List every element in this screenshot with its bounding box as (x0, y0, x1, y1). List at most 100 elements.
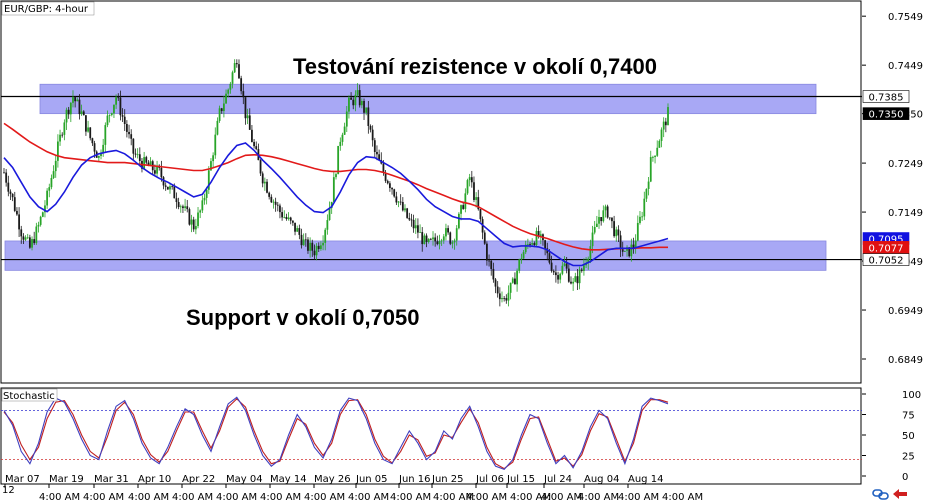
candle-body (432, 237, 434, 240)
candle-body (623, 250, 626, 252)
candle-body (578, 269, 581, 284)
link-icon[interactable] (872, 489, 889, 500)
candle-body (270, 196, 273, 203)
candle-body (259, 160, 262, 174)
candle-body (442, 236, 445, 241)
candle-body (231, 72, 234, 84)
candle-body (395, 196, 398, 203)
date-label: Jul 24 (543, 474, 572, 485)
candle-body (253, 141, 255, 147)
candle-body (337, 145, 340, 175)
candle-body (227, 89, 230, 94)
stoch-label: Stochastic (3, 391, 55, 402)
candle-body (78, 99, 81, 115)
candle-body (52, 171, 55, 178)
candle-body (483, 232, 486, 244)
candle-body (356, 90, 359, 95)
candle-body (404, 208, 406, 211)
candle-body (276, 204, 279, 206)
candle-body (263, 181, 266, 184)
candle-body (345, 111, 348, 127)
candle-body (457, 213, 460, 229)
candle-body (611, 217, 613, 222)
time-label: 4:00 AM (510, 492, 551, 503)
candle-body (166, 186, 169, 190)
candle-body (369, 125, 372, 130)
date-label: Jul 15 (506, 474, 535, 485)
candle-body (143, 157, 146, 169)
candle-body (233, 63, 236, 73)
candle-body (121, 115, 124, 117)
price-tick-label: 0.6849 (888, 355, 923, 366)
candle-body (567, 268, 570, 282)
candle-body (516, 270, 518, 285)
time-label: 4:00 AM (260, 492, 301, 503)
candle-body (473, 182, 475, 200)
candle-body (156, 165, 158, 174)
candle-body (598, 217, 600, 224)
candle-body (615, 229, 618, 237)
candle-body (48, 187, 51, 191)
candle-body (367, 107, 370, 126)
time-label: 4:00 AM (433, 492, 474, 503)
candle-body (354, 94, 357, 106)
candle-body (490, 260, 493, 269)
candle-body (643, 198, 646, 217)
candle-body (574, 276, 577, 282)
candle-body (171, 186, 174, 188)
candle-body (7, 182, 10, 192)
candle-body (186, 206, 189, 210)
candle-body (563, 263, 566, 266)
price-tick-label: 0.6949 (888, 306, 923, 317)
candle-body (606, 206, 609, 218)
stoch-tick-label: 50 (902, 431, 915, 442)
ma-red-line (3, 122, 668, 251)
candle-body (3, 172, 5, 174)
candle-body (54, 160, 57, 172)
time-label: 4:00 AM (618, 492, 659, 503)
candle-body (44, 205, 46, 213)
candle-body (652, 156, 654, 158)
candle-body (89, 127, 92, 139)
stoch-plot-frame (0, 387, 862, 485)
candle-body (123, 116, 126, 125)
candle-body (565, 263, 568, 269)
candle-body (384, 172, 387, 181)
resistance-annotation: Testování rezistence v okolí 0,7400 (293, 54, 657, 79)
stoch-tick-label: 0 (902, 472, 908, 483)
candle-body (235, 63, 238, 65)
candle-body (544, 240, 547, 249)
candle-body (24, 237, 27, 240)
candle-body (621, 249, 624, 252)
candle-body (358, 90, 361, 106)
stoch-k-line (3, 396, 669, 471)
candle-body (261, 173, 264, 184)
candle-body (501, 298, 503, 300)
candle-body (386, 180, 389, 184)
time-label: 4:00 AM (39, 492, 80, 503)
candle-body (537, 230, 540, 237)
candle-body (50, 177, 53, 188)
candle-body (600, 217, 603, 222)
stoch-tick-label: 100 (902, 390, 921, 401)
candle-body (300, 234, 303, 246)
candle-body (214, 134, 217, 156)
candle-body (132, 138, 135, 154)
candle-body (339, 141, 342, 146)
stoch-label-bg (1, 388, 58, 402)
candle-body (307, 239, 309, 251)
date-label: Aug 04 (584, 474, 619, 485)
candle-body (67, 109, 70, 115)
candle-body (406, 208, 409, 218)
candle-body (330, 201, 333, 209)
candle-body (100, 153, 102, 157)
candle-body (128, 131, 130, 135)
main-plot-frame (0, 0, 862, 384)
candle-body (632, 244, 635, 248)
arrows-icon[interactable] (893, 489, 907, 499)
candle-body (466, 180, 469, 194)
candle-body (136, 154, 139, 156)
candle-body (350, 97, 352, 100)
candle-body (130, 134, 133, 139)
